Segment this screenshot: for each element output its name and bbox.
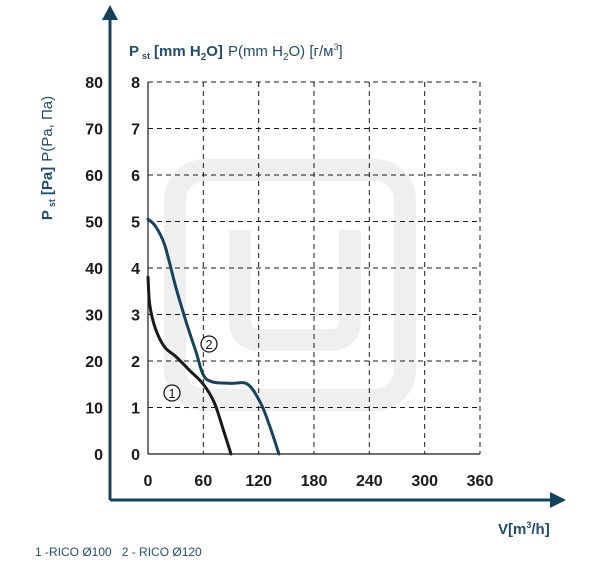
footer-legend: 1 -RICO Ø100 2 - RICO Ø120 bbox=[35, 545, 202, 559]
primary-title-p: P bbox=[39, 210, 56, 220]
series-marker-1: 1 bbox=[163, 384, 181, 402]
primary-axis-title: Pst [Pa] P(Pa, Па) bbox=[39, 96, 57, 220]
x-tick-label: 300 bbox=[411, 473, 438, 490]
series-line-1 bbox=[146, 275, 233, 456]
x-axis-title: V[m3/h] bbox=[498, 520, 550, 538]
x-ticks: 0 60 120 180 240 300 360 bbox=[144, 473, 494, 490]
x-title-end: /h] bbox=[531, 521, 549, 538]
y-tick-mm-label: 1 bbox=[131, 401, 140, 418]
y-axis-arrow bbox=[102, 5, 118, 20]
y-tick-pa-label: 0 bbox=[94, 447, 103, 464]
y-tick-pa-label: 60 bbox=[85, 168, 103, 185]
x-title-main: V[m bbox=[498, 521, 526, 538]
y-tick-mm-label: 2 bbox=[131, 354, 140, 371]
secondary-title-sub: 2 bbox=[201, 52, 207, 63]
secondary-title-st: st bbox=[142, 51, 150, 61]
y-tick-pa-label: 50 bbox=[85, 215, 103, 232]
secondary-title-unit-end: O] bbox=[206, 43, 223, 60]
series-lines bbox=[146, 217, 281, 456]
y-ticks-pa: 0 10 20 30 40 50 60 70 80 bbox=[85, 75, 103, 464]
y-tick-mm-label: 8 bbox=[131, 75, 140, 92]
y-tick-mm-label: 6 bbox=[131, 168, 140, 185]
primary-title-unit: [Pa] bbox=[39, 167, 56, 195]
x-tick-label: 180 bbox=[301, 473, 328, 490]
y-tick-pa-label: 70 bbox=[85, 122, 103, 139]
y-tick-pa-label: 10 bbox=[85, 401, 103, 418]
y-tick-mm-label: 5 bbox=[131, 215, 140, 232]
y-tick-pa-label: 40 bbox=[85, 261, 103, 278]
secondary-title-unit: [mm H bbox=[154, 43, 201, 60]
primary-title-st: st bbox=[47, 199, 57, 207]
y-tick-mm-label: 3 bbox=[131, 308, 140, 325]
series-marker-2: 2 bbox=[200, 335, 218, 353]
secondary-title-normal-end: O) [г/м bbox=[289, 43, 334, 60]
secondary-title-close: ] bbox=[338, 43, 342, 60]
watermark-logo bbox=[164, 159, 416, 411]
x-axis-arrow bbox=[550, 492, 566, 508]
x-tick-label: 60 bbox=[194, 473, 212, 490]
secondary-title-sup: 3 bbox=[333, 42, 338, 52]
y-tick-mm-label: 0 bbox=[131, 447, 140, 464]
y-tick-pa-label: 80 bbox=[85, 75, 103, 92]
y-tick-mm-label: 7 bbox=[131, 122, 140, 139]
x-tick-label: 240 bbox=[356, 473, 383, 490]
x-tick-label: 0 bbox=[144, 473, 153, 490]
y-ticks-mm: 0 1 2 3 4 5 6 7 8 bbox=[131, 75, 140, 464]
series-line-2 bbox=[146, 217, 281, 456]
series-marker-2-label: 2 bbox=[205, 337, 212, 352]
chart-grid bbox=[147, 81, 481, 455]
series-marker-1-label: 1 bbox=[168, 386, 175, 401]
x-title-sup: 3 bbox=[526, 520, 531, 530]
y-tick-pa-label: 30 bbox=[85, 308, 103, 325]
y-tick-pa-label: 20 bbox=[85, 354, 103, 371]
primary-title-normal: P(Pa, Па) bbox=[39, 96, 56, 162]
x-tick-label: 120 bbox=[245, 473, 272, 490]
secondary-title-normal-sub: 2 bbox=[283, 52, 289, 63]
axes bbox=[102, 5, 566, 508]
x-tick-label: 360 bbox=[467, 473, 494, 490]
y-tick-mm-label: 4 bbox=[131, 261, 140, 278]
secondary-title-p: P bbox=[129, 43, 139, 60]
secondary-title-normal: P(mm H bbox=[228, 43, 283, 60]
